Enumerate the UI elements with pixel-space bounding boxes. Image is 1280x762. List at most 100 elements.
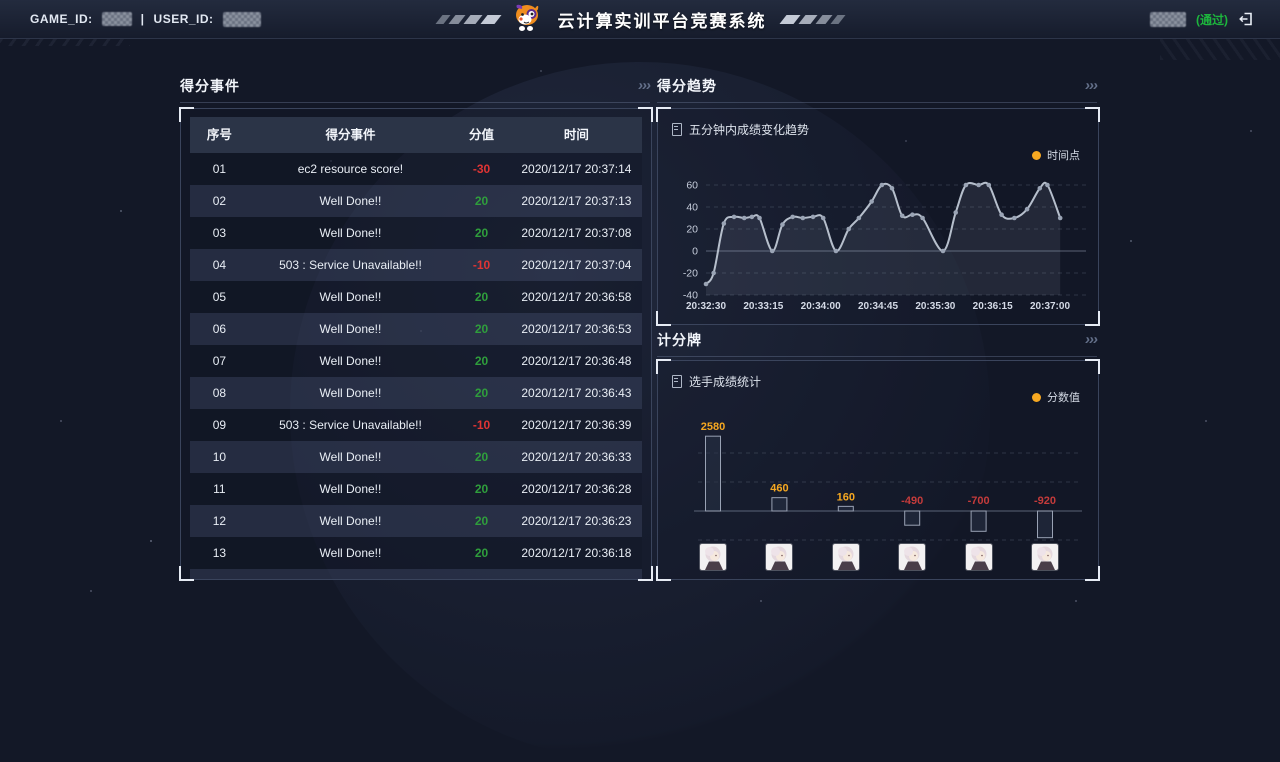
cell-event: ec2 resource score! xyxy=(297,162,404,176)
svg-text:20:36:15: 20:36:15 xyxy=(973,301,1013,312)
header-divider: | xyxy=(140,12,145,26)
scoreboard-panel: 2580 460 160 -490 -700 -920 选手成绩统计 分数值 xyxy=(656,359,1100,581)
table-row: 02 Well Done!! 20 2020/12/17 20:37:13 xyxy=(190,185,642,217)
clipboard-icon xyxy=(672,375,682,388)
game-id-value-redacted xyxy=(101,12,132,26)
table-row: 13 Well Done!! 20 2020/12/17 20:36:18 xyxy=(190,537,642,569)
cell-event: 503 : Service Unavailable!! xyxy=(279,418,422,432)
bar-value-label: -490 xyxy=(901,495,923,507)
pass-status-badge: (通过) xyxy=(1196,12,1228,27)
cell-time: 2020/12/17 20:36:33 xyxy=(521,450,632,464)
cell-score: 20 xyxy=(474,354,489,368)
cell-score: -10 xyxy=(472,258,491,272)
session-info: GAME_ID: | USER_ID: xyxy=(30,0,261,38)
cell-event: Well Done!! xyxy=(319,354,382,368)
score-trend-title: 得分趋势 xyxy=(657,78,717,94)
cell-event: Well Done!! xyxy=(319,386,382,400)
svg-text:20:34:45: 20:34:45 xyxy=(858,301,898,312)
score-events-body: 01 ec2 resource score! -30 2020/12/17 20:37… xyxy=(190,153,642,579)
cell-time: 2020/12/17 20:36:18 xyxy=(521,546,632,560)
cell-time: 2020/12/17 20:36:43 xyxy=(521,386,632,400)
cell-score: 20 xyxy=(474,226,489,240)
cell-no: 02 xyxy=(212,194,227,208)
scoreboard-legend-item[interactable]: 分数值 xyxy=(1032,389,1080,405)
cell-score: 20 xyxy=(474,546,489,560)
trend-legend-item[interactable]: 时间点 xyxy=(1032,147,1080,163)
score-value-redacted xyxy=(1150,11,1186,27)
user-status: (通过) xyxy=(1150,0,1254,38)
cell-event: Well Done!! xyxy=(319,514,382,528)
svg-text:20:35:30: 20:35:30 xyxy=(915,301,955,312)
cell-event: Well Done!! xyxy=(319,482,382,496)
svg-text:60: 60 xyxy=(686,180,698,192)
cell-score: 20 xyxy=(474,386,489,400)
cell-score: 20 xyxy=(474,482,489,496)
svg-text:-40: -40 xyxy=(683,290,698,302)
score-bar-chart: 2580 460 160 -490 -700 -920 xyxy=(694,421,1082,541)
cell-time: 2020/12/17 20:36:39 xyxy=(521,418,632,432)
cell-no: 11 xyxy=(213,482,226,496)
clipboard-icon xyxy=(672,123,682,136)
cell-no: 04 xyxy=(212,258,227,272)
bar-value-label: -700 xyxy=(968,495,990,507)
table-row: 12 Well Done!! 20 2020/12/17 20:36:23 xyxy=(190,505,642,537)
cell-score: -30 xyxy=(472,162,491,176)
score-trend-panel: 60 40 20 0 -20 -40 20:32:30 20:33:15 20:34:00 20:… xyxy=(656,107,1100,326)
cell-time: 2020/12/17 20:37:14 xyxy=(521,162,632,176)
cell-time: 2020/12/17 20:36:23 xyxy=(521,514,632,528)
cell-time: 2020/12/17 20:36:48 xyxy=(521,354,632,368)
svg-text:20:32:30: 20:32:30 xyxy=(686,301,726,312)
table-row: 07 Well Done!! 20 2020/12/17 20:36:48 xyxy=(190,345,642,377)
cell-event: 503 : Service Unavailable!! xyxy=(279,258,422,272)
table-row: 08 Well Done!! 20 2020/12/17 20:36:43 xyxy=(190,377,642,409)
col-event: 得分事件 xyxy=(325,128,376,142)
logout-icon[interactable] xyxy=(1238,11,1254,27)
trend-legend-label: 时间点 xyxy=(1047,150,1080,162)
orange-dot-icon xyxy=(1032,392,1041,402)
table-row: 04 503 : Service Unavailable!! -10 2020/12/… xyxy=(190,249,642,281)
decor-slashes-right xyxy=(778,14,846,24)
cell-score: 20 xyxy=(474,322,489,336)
cell-time: 2020/12/17 20:36:28 xyxy=(521,482,632,496)
chevrons-icon: ››› xyxy=(1085,331,1098,348)
cell-time: 2020/12/17 20:36:53 xyxy=(521,322,632,336)
chevrons-icon: ››› xyxy=(1085,77,1098,94)
user-id-value-redacted xyxy=(222,11,261,27)
table-row: 05 Well Done!! 20 2020/12/17 20:36:58 xyxy=(190,281,642,313)
score-events-section-header: 得分事件 ››› xyxy=(180,76,651,103)
svg-text:20:33:15: 20:33:15 xyxy=(743,301,783,312)
cell-event: Well Done!! xyxy=(319,226,382,240)
cell-event: Well Done!! xyxy=(319,450,382,464)
dog-mascot-logo xyxy=(512,2,542,37)
table-row: 06 Well Done!! 20 2020/12/17 20:36:53 xyxy=(190,313,642,345)
cell-score: 20 xyxy=(474,514,489,528)
scoreboard-subtitle-text: 选手成绩统计 xyxy=(689,375,762,389)
score-events-panel: 序号 得分事件 分值 时间 01 ec2 resource score! -30 20… xyxy=(179,107,653,581)
score-trend-section-header: 得分趋势 ››› xyxy=(657,76,1098,103)
cell-score: 20 xyxy=(474,194,489,208)
trend-chart-subtitle: 五分钟内成绩变化趋势 xyxy=(672,121,809,138)
game-id-label: GAME_ID: xyxy=(30,12,93,26)
table-row: 11 Well Done!! 20 2020/12/17 20:36:28 xyxy=(190,473,642,505)
cell-time: 2020/12/17 20:37:04 xyxy=(521,258,632,272)
score-events-title: 得分事件 xyxy=(180,78,240,94)
user-id-label: USER_ID: xyxy=(153,12,214,26)
score-events-table[interactable]: 序号 得分事件 分值 时间 01 ec2 resource score! -30 20… xyxy=(190,117,642,579)
cell-score: -10 xyxy=(472,418,491,432)
table-row: 03 Well Done!! 20 2020/12/17 20:37:08 xyxy=(190,217,642,249)
cell-no: 01 xyxy=(212,162,227,176)
svg-text:20: 20 xyxy=(686,224,698,236)
scoreboard-chart-subtitle: 选手成绩统计 xyxy=(672,373,761,390)
scoreboard-section-header: 计分牌 ››› xyxy=(657,330,1098,357)
table-row: 09 503 : Service Unavailable!! -10 2020/12/… xyxy=(190,409,642,441)
svg-text:20:34:00: 20:34:00 xyxy=(801,301,841,312)
trend-subtitle-text: 五分钟内成绩变化趋势 xyxy=(689,123,810,137)
cell-score: 20 xyxy=(474,450,489,464)
svg-text:-20: -20 xyxy=(683,268,698,280)
table-row: 10 Well Done!! 20 2020/12/17 20:36:33 xyxy=(190,441,642,473)
cell-no: 13 xyxy=(212,546,227,560)
cell-score: 20 xyxy=(474,290,489,304)
cell-no: 03 xyxy=(212,226,227,240)
